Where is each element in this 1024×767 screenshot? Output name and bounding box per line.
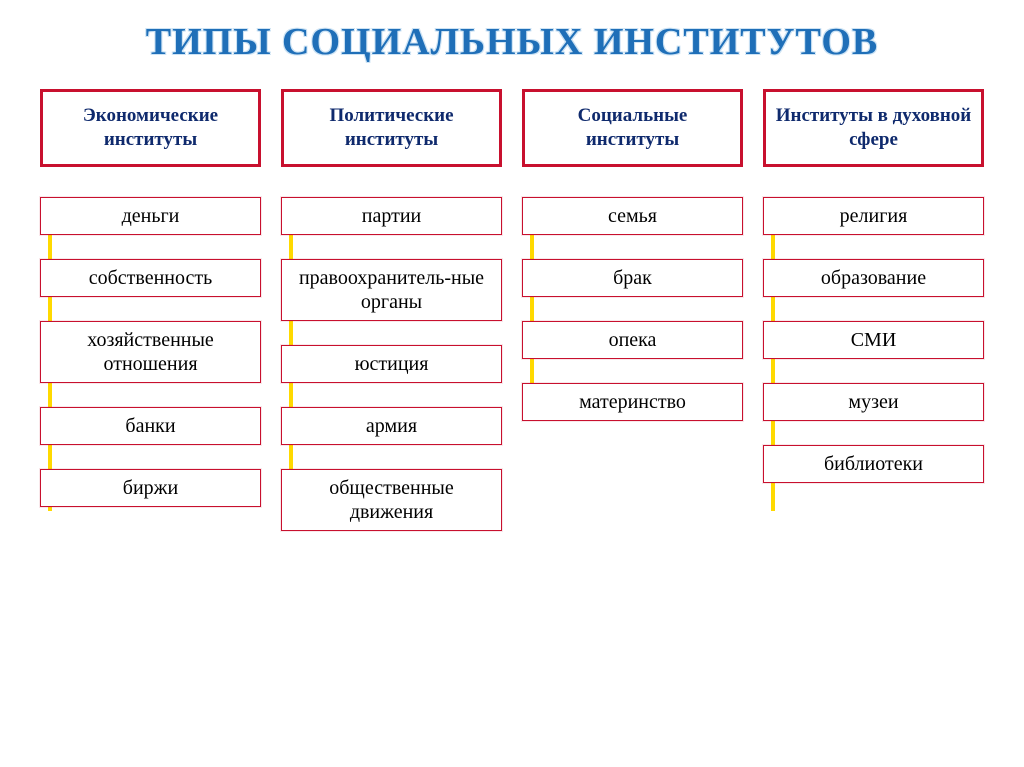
item-box: банки	[40, 407, 261, 445]
item-box: армия	[281, 407, 502, 445]
item-box: правоохранитель-ные органы	[281, 259, 502, 321]
item-box: семья	[522, 197, 743, 235]
items-spiritual: религия образование СМИ музеи библиотеки	[763, 197, 984, 483]
item-box: образование	[763, 259, 984, 297]
item-box: брак	[522, 259, 743, 297]
item-box: материнство	[522, 383, 743, 421]
column-political: Политические институты партии правоохран…	[281, 89, 502, 531]
columns-container: Экономические институты деньги собственн…	[40, 89, 984, 531]
items-political: партии правоохранитель-ные органы юстици…	[281, 197, 502, 531]
item-box: партии	[281, 197, 502, 235]
item-box: общественные движения	[281, 469, 502, 531]
header-political: Политические институты	[281, 89, 502, 167]
item-box: собственность	[40, 259, 261, 297]
column-economic: Экономические институты деньги собственн…	[40, 89, 261, 531]
item-box: биржи	[40, 469, 261, 507]
header-economic: Экономические институты	[40, 89, 261, 167]
column-spiritual: Институты в духовной сфере религия образ…	[763, 89, 984, 531]
column-social: Социальные институты семья брак опека ма…	[522, 89, 743, 531]
item-box: религия	[763, 197, 984, 235]
item-box: опека	[522, 321, 743, 359]
item-box: СМИ	[763, 321, 984, 359]
page-title: ТИПЫ СОЦИАЛЬНЫХ ИНСТИТУТОВ	[40, 20, 984, 64]
header-spiritual: Институты в духовной сфере	[763, 89, 984, 167]
items-economic: деньги собственность хозяйственные отнош…	[40, 197, 261, 507]
item-box: хозяйственные отношения	[40, 321, 261, 383]
item-box: юстиция	[281, 345, 502, 383]
item-box: библиотеки	[763, 445, 984, 483]
item-box: музеи	[763, 383, 984, 421]
items-social: семья брак опека материнство	[522, 197, 743, 421]
header-social: Социальные институты	[522, 89, 743, 167]
item-box: деньги	[40, 197, 261, 235]
